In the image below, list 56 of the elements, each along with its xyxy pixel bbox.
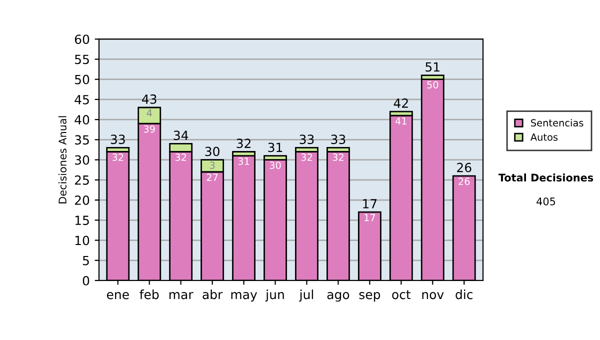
y-tick-label: 25 <box>74 175 89 185</box>
total-label: 43 <box>142 94 156 104</box>
data-label: 30 <box>270 162 281 169</box>
total-label: 34 <box>174 130 188 140</box>
data-label: 26 <box>458 178 470 186</box>
y-tick-label: 60 <box>74 34 90 44</box>
data-label: 3 <box>210 162 215 169</box>
total-label: 30 <box>205 146 220 156</box>
data-label: 32 <box>112 154 124 161</box>
x-tick-label: mar <box>169 292 194 300</box>
total-label: 33 <box>110 134 125 144</box>
total-label: 31 <box>268 142 282 152</box>
y-tick-label: 10 <box>75 236 90 246</box>
y-tick-label: 5 <box>82 256 89 266</box>
x-tick-label: jul <box>299 290 313 302</box>
total-label: 26 <box>457 162 472 172</box>
data-label: 32 <box>301 154 312 161</box>
y-tick-label: 40 <box>74 115 90 124</box>
data-label: 32 <box>332 154 344 161</box>
x-tick-label: dic <box>456 290 472 300</box>
data-label: 31 <box>238 158 250 165</box>
x-tick-label: feb <box>140 290 159 300</box>
data-label: 27 <box>206 174 218 181</box>
data-label: 4 <box>146 109 152 116</box>
legend-label: Autos <box>530 134 558 141</box>
legend-label: Sentencias <box>531 118 584 127</box>
y-tick-label: 0 <box>82 276 90 286</box>
data-label: 32 <box>175 154 186 161</box>
text: Total Decisiones <box>498 173 594 182</box>
y-tick-label: 30 <box>75 155 90 165</box>
x-tick-label: ene <box>106 292 129 300</box>
x-tick-label: ago <box>327 292 350 302</box>
y-tick-label: 55 <box>75 54 89 64</box>
y-tick-label: 15 <box>75 216 89 226</box>
x-tick-label: may <box>231 292 258 302</box>
text: 405 <box>536 197 556 206</box>
y-tick-label: 35 <box>75 135 89 145</box>
total-label: 42 <box>394 98 408 108</box>
data-label: 17 <box>364 214 376 222</box>
x-tick-label: jun <box>265 290 284 302</box>
x-tick-label: sep <box>359 292 380 302</box>
total-label: 33 <box>331 134 346 144</box>
y-tick-label: 50 <box>75 74 90 84</box>
x-tick-label: nov <box>422 292 444 300</box>
total-label: 51 <box>426 62 440 72</box>
y-axis-title: Decisiones Anual <box>58 116 66 204</box>
total-label: 33 <box>300 134 314 144</box>
data-label: 50 <box>427 81 438 88</box>
total-label: 17 <box>363 199 377 208</box>
total-label: 32 <box>236 138 250 148</box>
y-tick-label: 20 <box>74 196 90 205</box>
data-label: 39 <box>144 125 155 133</box>
x-tick-label: abr <box>202 290 223 300</box>
data-label: 41 <box>395 117 406 125</box>
x-tick-label: oct <box>392 290 411 300</box>
y-tick-label: 45 <box>74 95 89 104</box>
